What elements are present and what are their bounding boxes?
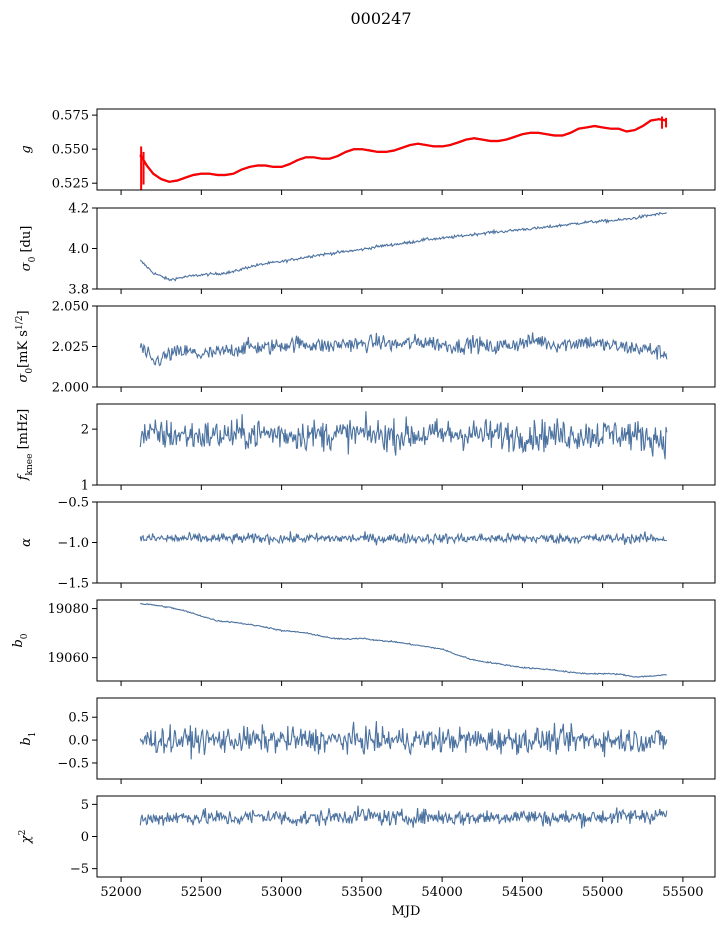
xtick-label-0: 52000 (100, 885, 141, 900)
ytick-label-chi2-2: 5 (81, 798, 89, 813)
axes-frame-b0 (96, 599, 716, 682)
ytick-label-alpha-1: −1.0 (57, 536, 89, 551)
ytick-label-chi2-1: 0 (81, 830, 89, 845)
y-axis-label-fknee: fknee [mHz] (16, 409, 35, 482)
xtick-label-4: 54000 (421, 885, 462, 900)
ytick-label-g-0: 0.525 (52, 177, 89, 192)
xtick-label-2: 53000 (261, 885, 302, 900)
ytick-label-sigma0_rate-0: 2.000 (52, 381, 89, 396)
series-line-fknee (139, 411, 668, 460)
axes-frame-b1 (96, 697, 716, 780)
series-line-b1 (139, 721, 668, 760)
axes-frame-fknee (96, 403, 716, 486)
figure-title: 000247 (350, 9, 411, 28)
ytick-label-sigma0-2: 4.2 (68, 202, 89, 217)
ytick-label-b0-1: 19080 (48, 602, 89, 617)
y-axis-label-g: g (19, 145, 34, 153)
panel-b0: 19060 19080 b0 (11, 599, 716, 686)
panel-chi2: −5 0 5 52000 52500 53000 53500 54000 54500 55000 5… (18, 795, 716, 919)
xtick-label-5: 54500 (502, 885, 543, 900)
ytick-label-alpha-0: −1.5 (57, 577, 89, 592)
ytick-label-g-2: 0.575 (52, 109, 89, 124)
y-axis-label-alpha: α (19, 538, 34, 547)
panel-fknee: 1 2 fknee [mHz] (16, 403, 716, 494)
ytick-label-g-1: 0.550 (52, 143, 89, 158)
xtick-label-3: 53500 (341, 885, 382, 900)
series-line-b0 (139, 602, 667, 678)
xtick-label-6: 55000 (582, 885, 623, 900)
panel-b1: −0.5 0.0 0.5 b1 (19, 697, 716, 784)
series-line-sigma0 (139, 211, 667, 282)
panel-sigma0_rate: 2.000 2.025 2.050 σ0[mK s1/2] (15, 300, 716, 396)
ytick-label-sigma0_rate-1: 2.025 (52, 340, 89, 355)
ytick-label-sigma0_rate-2: 2.050 (52, 300, 89, 315)
series-line-chi2 (139, 805, 668, 829)
y-axis-label-b0: b0 (11, 633, 30, 647)
xtick-label-7: 55500 (662, 885, 703, 900)
y-axis-label-chi2: χ2 (18, 830, 34, 845)
series-line-alpha (139, 531, 667, 546)
ytick-label-b0-0: 19060 (48, 651, 89, 666)
panel-alpha: −1.5 −1.0 −0.5 α (19, 496, 716, 592)
xtick-label-1: 52500 (181, 885, 222, 900)
panel-sigma0: 3.8 4.0 4.2 σ0 [du] (19, 202, 716, 298)
ytick-label-b1-2: 0.5 (68, 711, 89, 726)
ytick-label-sigma0-1: 4.0 (68, 242, 89, 257)
panel-g: 0.525 0.550 0.575 g (19, 108, 716, 195)
y-axis-label-sigma0: σ0 [du] (19, 226, 38, 272)
ytick-label-fknee-0: 1 (81, 479, 89, 494)
y-axis-label-b1: b1 (19, 731, 38, 745)
ytick-label-b1-0: −0.5 (57, 756, 89, 771)
ytick-label-fknee-1: 2 (81, 423, 89, 438)
series-line-sigma0_rate (139, 332, 668, 367)
ytick-label-chi2-0: −5 (70, 862, 89, 877)
x-axis-label: MJD (392, 904, 421, 919)
ytick-label-alpha-2: −0.5 (57, 496, 89, 511)
overlay-line-g (139, 118, 667, 183)
ytick-label-sigma0-0: 3.8 (68, 283, 89, 298)
y-axis-label-sigma0_rate: σ0[mK s1/2] (15, 310, 35, 382)
ytick-label-b1-1: 0.0 (68, 734, 89, 749)
